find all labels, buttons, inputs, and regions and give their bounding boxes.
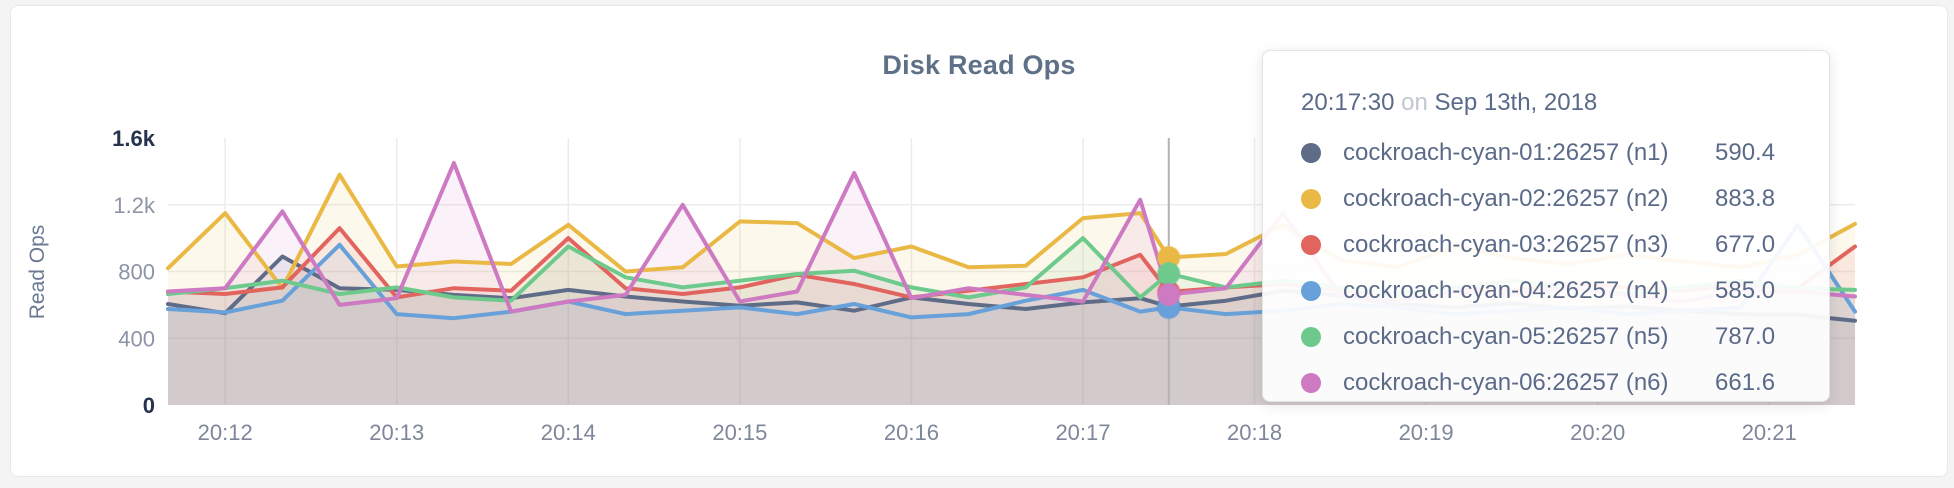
tooltip-header: 20:17:30 on Sep 13th, 2018 [1301, 89, 1829, 117]
y-tick-label: 1.6k [112, 126, 156, 151]
tooltip-row: cockroach-cyan-04:26257 (n4) 585.0 [1301, 268, 1829, 314]
y-axis-title: Read Ops [26, 225, 49, 320]
tooltip-row: cockroach-cyan-05:26257 (n5) 787.0 [1301, 314, 1829, 360]
series-dot [1301, 281, 1321, 301]
x-tick-label: 20:14 [541, 420, 596, 445]
series-dot [1301, 373, 1321, 393]
series-value: 590.4 [1715, 139, 1776, 166]
y-tick-label: 400 [118, 326, 155, 351]
tooltip-time: 20:17:30 [1301, 89, 1395, 116]
x-tick-label: 20:19 [1399, 420, 1454, 445]
chart-title: Disk Read Ops [882, 50, 1076, 80]
series-dot [1301, 235, 1321, 255]
x-tick-label: 20:17 [1055, 420, 1110, 445]
series-value: 787.0 [1715, 323, 1776, 350]
series-name: cockroach-cyan-01:26257 (n1) [1343, 139, 1669, 166]
series-value: 677.0 [1715, 231, 1776, 258]
tooltip-row: cockroach-cyan-03:26257 (n3) 677.0 [1301, 222, 1829, 268]
y-tick-label: 0 [143, 393, 155, 418]
x-tick-label: 20:12 [198, 420, 253, 445]
series-value: 661.6 [1715, 369, 1776, 396]
series-value: 883.8 [1715, 185, 1776, 212]
x-tick-label: 20:16 [884, 420, 939, 445]
y-tick-label: 800 [118, 260, 155, 285]
hover-tooltip: 20:17:30 on Sep 13th, 2018 cockroach-cya… [1262, 50, 1830, 402]
series-name: cockroach-cyan-06:26257 (n6) [1343, 369, 1669, 396]
x-tick-label: 20:18 [1227, 420, 1282, 445]
series-name: cockroach-cyan-02:26257 (n2) [1343, 185, 1669, 212]
series-name: cockroach-cyan-04:26257 (n4) [1343, 277, 1669, 304]
tooltip-date: Sep 13th, 2018 [1434, 89, 1598, 116]
series-dot [1301, 327, 1321, 347]
tooltip-row: cockroach-cyan-02:26257 (n2) 883.8 [1301, 176, 1829, 222]
series-dot [1301, 143, 1321, 163]
series-name: cockroach-cyan-05:26257 (n5) [1343, 323, 1669, 350]
series-name: cockroach-cyan-03:26257 (n3) [1343, 231, 1669, 258]
hover-dots [1156, 245, 1181, 320]
tooltip-rows: cockroach-cyan-01:26257 (n1) 590.4 cockroa… [1301, 130, 1829, 406]
hover-dot-n6[interactable] [1156, 282, 1181, 307]
tooltip-row: cockroach-cyan-06:26257 (n6) 661.6 [1301, 360, 1829, 406]
x-tick-label: 20:13 [369, 420, 424, 445]
x-tick-label: 20:21 [1742, 420, 1797, 445]
series-dot [1301, 189, 1321, 209]
series-value: 585.0 [1715, 277, 1776, 304]
tooltip-on-word: on [1401, 89, 1428, 116]
y-axis: 1.6k 1.2k 800 400 0 Read Ops [26, 126, 156, 418]
x-tick-label: 20:20 [1570, 420, 1625, 445]
tooltip-row: cockroach-cyan-01:26257 (n1) 590.4 [1301, 130, 1829, 176]
x-axis: 20:12 20:13 20:14 20:15 20:16 20:17 20:18 20:19… [198, 420, 1797, 445]
y-tick-label: 1.2k [113, 193, 156, 218]
hover-dot-n5[interactable] [1156, 261, 1181, 286]
x-tick-label: 20:15 [712, 420, 767, 445]
